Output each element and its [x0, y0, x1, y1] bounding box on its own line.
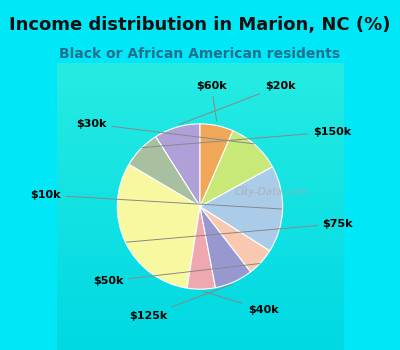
Text: $30k: $30k	[76, 119, 254, 144]
Wedge shape	[129, 137, 200, 206]
Text: $20k: $20k	[179, 81, 296, 125]
Text: $50k: $50k	[93, 264, 260, 286]
Text: 🔍: 🔍	[242, 186, 247, 194]
Text: $75k: $75k	[126, 219, 353, 242]
Text: City-Data.com: City-Data.com	[235, 187, 309, 197]
Text: Income distribution in Marion, NC (%): Income distribution in Marion, NC (%)	[9, 16, 391, 34]
Text: $150k: $150k	[142, 127, 351, 148]
Text: $60k: $60k	[196, 81, 227, 121]
Text: $10k: $10k	[30, 190, 282, 209]
Text: $125k: $125k	[129, 284, 232, 321]
Wedge shape	[200, 131, 272, 206]
Wedge shape	[200, 206, 270, 272]
Wedge shape	[187, 206, 216, 289]
Text: $40k: $40k	[204, 292, 278, 315]
Wedge shape	[200, 206, 251, 288]
Text: Black or African American residents: Black or African American residents	[60, 47, 340, 61]
Wedge shape	[200, 167, 283, 251]
Wedge shape	[200, 124, 233, 206]
Wedge shape	[117, 164, 200, 288]
Wedge shape	[156, 124, 200, 206]
